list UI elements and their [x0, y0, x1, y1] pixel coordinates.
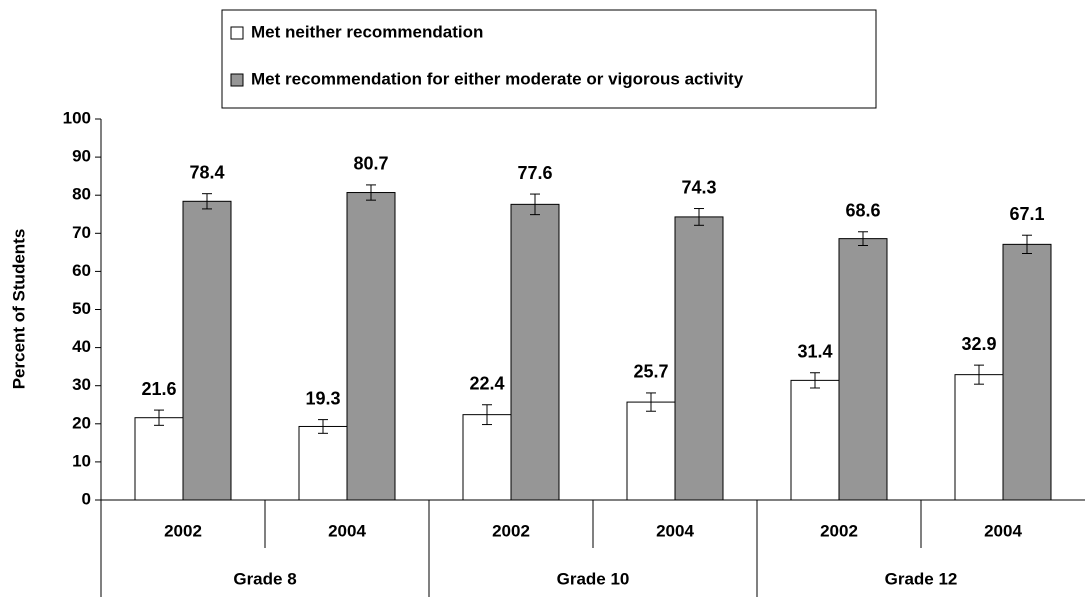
- legend-swatch: [230, 26, 244, 40]
- bar: [510, 203, 560, 501]
- data-label: 19.3: [305, 388, 340, 408]
- y-tick-label: 0: [82, 489, 91, 508]
- x-tick-label: 2002: [820, 521, 858, 540]
- data-label: 68.6: [845, 201, 880, 221]
- bar: [1002, 243, 1052, 501]
- data-label: 67.1: [1009, 204, 1044, 224]
- group-label: Grade 8: [233, 569, 296, 588]
- bar: [346, 192, 396, 501]
- group-label: Grade 12: [885, 569, 958, 588]
- bar: [954, 374, 1004, 501]
- x-tick-label: 2002: [492, 521, 530, 540]
- bar: [838, 238, 888, 501]
- data-label: 21.6: [141, 379, 176, 399]
- group-label: Grade 10: [557, 569, 630, 588]
- data-label: 77.6: [517, 163, 552, 183]
- bar: [462, 414, 512, 501]
- data-label: 74.3: [681, 177, 716, 197]
- x-tick-label: 2004: [984, 521, 1022, 540]
- y-tick-label: 40: [72, 337, 91, 356]
- data-label: 80.7: [353, 154, 388, 174]
- y-tick-label: 100: [63, 108, 91, 127]
- data-label: 78.4: [189, 162, 224, 182]
- bar: [182, 200, 232, 501]
- y-tick-label: 10: [72, 451, 91, 470]
- legend-label: Met neither recommendation: [251, 22, 483, 41]
- legend-swatch: [230, 73, 244, 87]
- bar: [626, 401, 676, 501]
- x-tick-label: 2004: [656, 521, 694, 540]
- data-label: 25.7: [633, 362, 668, 382]
- bar: [790, 379, 840, 501]
- bar: [674, 216, 724, 501]
- bar: [134, 417, 184, 501]
- y-axis-label: Percent of Students: [9, 229, 28, 390]
- y-tick-label: 50: [72, 299, 91, 318]
- y-tick-label: 70: [72, 223, 91, 242]
- bar: [298, 425, 348, 501]
- y-tick-label: 20: [72, 413, 91, 432]
- data-label: 22.4: [469, 374, 504, 394]
- y-tick-label: 90: [72, 147, 91, 166]
- legend-label: Met recommendation for either moderate o…: [251, 69, 744, 88]
- y-tick-label: 80: [72, 185, 91, 204]
- x-tick-label: 2002: [164, 521, 202, 540]
- data-label: 31.4: [797, 341, 832, 361]
- y-tick-label: 60: [72, 261, 91, 280]
- legend-box: [221, 9, 877, 109]
- data-label: 32.9: [961, 334, 996, 354]
- x-tick-label: 2004: [328, 521, 366, 540]
- y-tick-label: 30: [72, 375, 91, 394]
